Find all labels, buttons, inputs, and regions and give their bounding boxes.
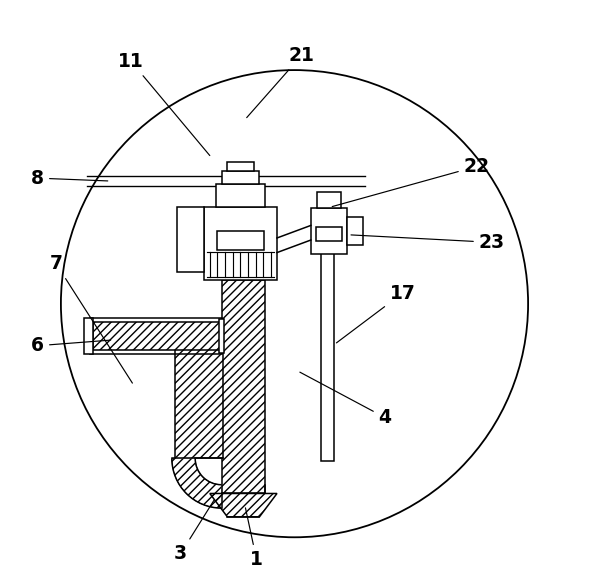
Text: 1: 1: [246, 508, 263, 569]
Bar: [227, 162, 254, 171]
Bar: [316, 227, 342, 241]
Bar: [204, 207, 277, 280]
Bar: [177, 207, 204, 272]
Bar: [221, 280, 265, 493]
Text: 11: 11: [118, 52, 210, 155]
Bar: [175, 330, 223, 458]
Text: 21: 21: [247, 46, 315, 117]
Polygon shape: [172, 458, 221, 508]
Bar: [219, 319, 224, 353]
Bar: [175, 330, 223, 458]
Bar: [84, 318, 93, 354]
Bar: [93, 322, 221, 350]
Bar: [317, 192, 341, 208]
Text: 7: 7: [49, 255, 133, 383]
Text: 3: 3: [174, 500, 214, 563]
Bar: [311, 208, 347, 254]
Text: 22: 22: [332, 157, 489, 207]
Text: 8: 8: [31, 169, 108, 187]
Bar: [347, 217, 363, 245]
Bar: [221, 280, 265, 493]
Bar: [321, 248, 333, 461]
Text: 17: 17: [336, 284, 415, 343]
Text: 4: 4: [300, 372, 392, 427]
Bar: [217, 231, 264, 250]
Bar: [216, 184, 265, 207]
Bar: [90, 318, 221, 354]
Bar: [221, 171, 260, 184]
Bar: [93, 322, 221, 350]
Text: 6: 6: [31, 336, 111, 355]
Text: 23: 23: [351, 233, 505, 252]
Polygon shape: [210, 493, 277, 517]
